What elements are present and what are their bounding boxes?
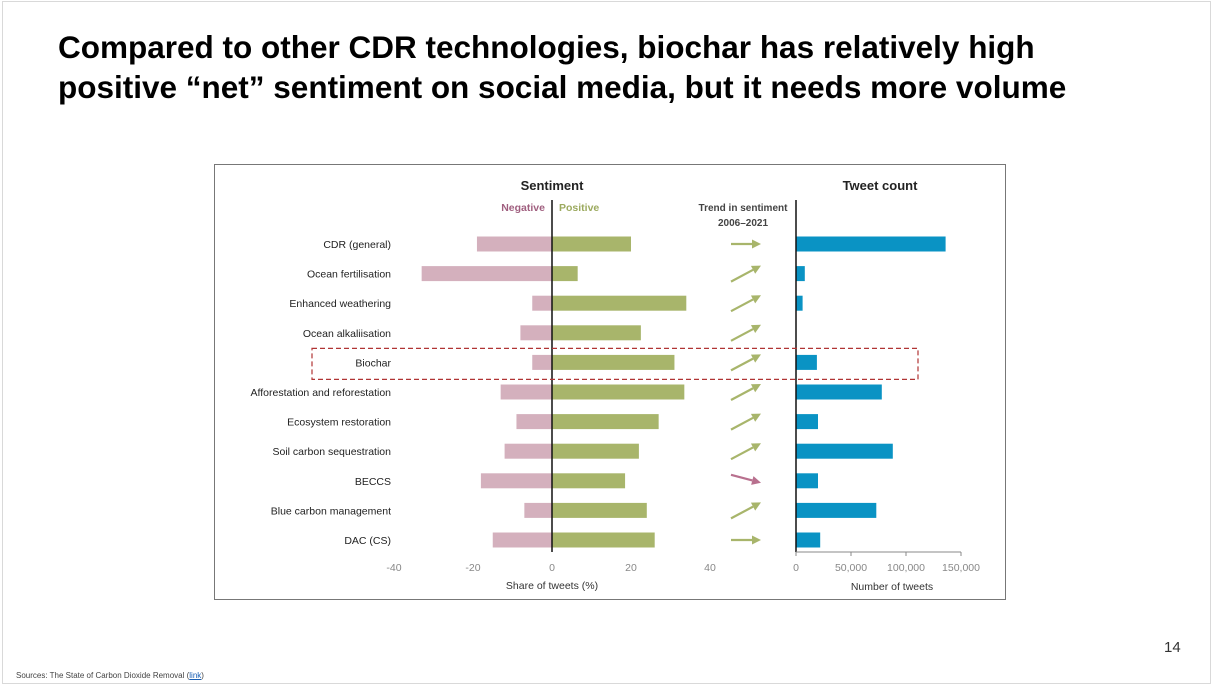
trend-arrow-cdr-general xyxy=(731,239,761,249)
chart-container: Sentiment Negative Positive Trend in sen… xyxy=(214,164,1006,600)
slide-title-line2: positive “net” sentiment on social media… xyxy=(58,69,1067,105)
trend-arrow-biochar xyxy=(730,354,761,372)
source-text: Sources: The State of Carbon Dioxide Rem… xyxy=(16,671,190,680)
source-note: Sources: The State of Carbon Dioxide Rem… xyxy=(16,671,204,680)
trend-arrow-dac-cs xyxy=(731,535,761,545)
tweet-bar-beccs xyxy=(796,473,818,489)
category-label-beccs: BECCS xyxy=(355,476,391,488)
trend-title-line1: Trend in sentiment xyxy=(699,203,789,214)
tweet-tick-label-0: 0 xyxy=(793,562,799,574)
category-label-ecosystem-restoration: Ecosystem restoration xyxy=(287,417,391,429)
tweet-bar-cdr-general xyxy=(796,236,946,252)
trend-arrow-ocean-fertilisation xyxy=(730,265,761,283)
positive-bar-dac-cs xyxy=(552,532,655,548)
biochar-highlight-box xyxy=(311,347,919,380)
positive-bar-blue-carbon-management xyxy=(552,502,647,518)
sentiment-x-axis-label: Share of tweets (%) xyxy=(506,580,598,592)
category-label-blue-carbon-management: Blue carbon management xyxy=(271,505,391,517)
negative-bar-afforestation-and-reforestation xyxy=(500,384,552,400)
negative-bar-enhanced-weathering xyxy=(532,295,552,311)
source-link[interactable]: link xyxy=(189,671,202,680)
category-label-ocean-fertilisation: Ocean fertilisation xyxy=(307,269,391,281)
trend-arrow-afforestation-and-reforestation xyxy=(730,384,761,401)
negative-bar-ocean-alkaliisation xyxy=(520,325,552,341)
tweet-tick-label-2: 100,000 xyxy=(887,562,925,574)
category-label-cdr-general: CDR (general) xyxy=(323,239,391,251)
page-number: 14 xyxy=(1164,639,1181,656)
tweet-bar-soil-carbon-sequestration xyxy=(796,443,893,459)
source-close: ) xyxy=(201,671,204,680)
negative-bar-beccs xyxy=(480,473,552,489)
negative-bar-biochar xyxy=(532,354,552,370)
sentiment-tick-minus20: -20 xyxy=(465,562,480,574)
positive-legend-label: Positive xyxy=(559,202,599,214)
category-label-soil-carbon-sequestration: Soil carbon sequestration xyxy=(273,446,392,458)
slide-title: Compared to other CDR technologies, bioc… xyxy=(58,27,1178,107)
positive-bar-ecosystem-restoration xyxy=(552,414,659,430)
category-label-afforestation-and-reforestation: Afforestation and reforestation xyxy=(251,387,392,399)
tweet-tick-label-3: 150,000 xyxy=(942,562,980,574)
category-label-enhanced-weathering: Enhanced weathering xyxy=(289,298,391,310)
positive-bar-ocean-alkaliisation xyxy=(552,325,641,341)
slide-title-line1: Compared to other CDR technologies, bioc… xyxy=(58,29,1035,65)
sentiment-tweet-chart: Sentiment Negative Positive Trend in sen… xyxy=(251,178,981,593)
trend-arrow-beccs xyxy=(730,473,761,485)
positive-bar-ocean-fertilisation xyxy=(552,266,578,282)
tweet-x-axis-label: Number of tweets xyxy=(851,581,933,593)
positive-bar-afforestation-and-reforestation xyxy=(552,384,685,400)
negative-bar-ocean-fertilisation xyxy=(421,266,552,282)
category-label-biochar: Biochar xyxy=(355,357,391,369)
tweet-bar-ecosystem-restoration xyxy=(796,414,818,430)
trend-arrow-enhanced-weathering xyxy=(730,295,761,313)
sentiment-tick-40: 40 xyxy=(704,562,716,574)
sentiment-tick-20: 20 xyxy=(625,562,637,574)
positive-bar-enhanced-weathering xyxy=(552,295,687,311)
negative-bar-dac-cs xyxy=(492,532,552,548)
tweet-bar-afforestation-and-reforestation xyxy=(796,384,882,400)
negative-bar-cdr-general xyxy=(476,236,552,252)
category-label-ocean-alkaliisation: Ocean alkaliisation xyxy=(303,328,391,340)
tweet-bar-biochar xyxy=(796,354,817,370)
positive-bar-cdr-general xyxy=(552,236,631,252)
sentiment-tick-0: 0 xyxy=(549,562,555,574)
sentiment-title: Sentiment xyxy=(521,178,585,193)
negative-bar-soil-carbon-sequestration xyxy=(504,443,552,459)
negative-bar-blue-carbon-management xyxy=(524,502,552,518)
trend-arrow-ocean-alkaliisation xyxy=(730,324,761,342)
tweet-bar-ocean-fertilisation xyxy=(796,266,805,282)
tweet-bar-blue-carbon-management xyxy=(796,502,877,518)
trend-arrow-soil-carbon-sequestration xyxy=(730,443,761,461)
tweet-bar-dac-cs xyxy=(796,532,821,548)
positive-bar-soil-carbon-sequestration xyxy=(552,443,639,459)
trend-arrow-blue-carbon-management xyxy=(730,502,761,520)
trend-arrow-ecosystem-restoration xyxy=(730,413,761,431)
sentiment-tick-minus40: -40 xyxy=(386,562,401,574)
tweet-tick-label-1: 50,000 xyxy=(835,562,867,574)
tweet-count-title: Tweet count xyxy=(843,178,919,193)
trend-title-line2: 2006–2021 xyxy=(718,218,768,229)
negative-legend-label: Negative xyxy=(501,202,545,214)
negative-bar-ecosystem-restoration xyxy=(516,414,552,430)
tweet-bar-enhanced-weathering xyxy=(796,295,803,311)
category-label-dac-cs: DAC (CS) xyxy=(344,535,391,547)
positive-bar-biochar xyxy=(552,354,675,370)
positive-bar-beccs xyxy=(552,473,626,489)
